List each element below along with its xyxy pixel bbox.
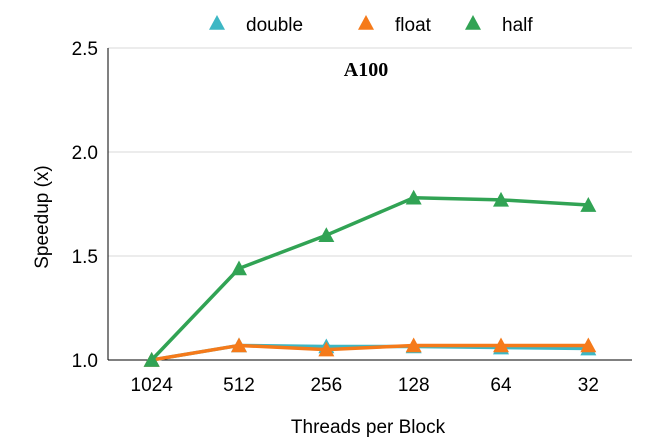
series-layer xyxy=(143,189,597,367)
y-axis-title: Speedup (x) xyxy=(32,165,53,269)
legend-item-float: float xyxy=(358,15,432,36)
axes xyxy=(107,48,632,361)
data-point-float xyxy=(493,337,509,353)
x-tick-label: 512 xyxy=(223,375,255,396)
data-point-half xyxy=(143,352,160,367)
data-point-float xyxy=(231,337,247,353)
series-float xyxy=(143,337,597,367)
data-point-float xyxy=(405,337,422,353)
legend-item-half: half xyxy=(465,15,533,36)
x-tick-label: 32 xyxy=(578,375,599,396)
legend-marker-double xyxy=(209,15,225,30)
data-point-float xyxy=(318,341,335,357)
tick-labels: 1.0 1.5 2.0 2.5 1024 512 256 128 64 32 xyxy=(72,39,599,396)
y-tick-label: 2.0 xyxy=(72,143,98,164)
legend-marker-half xyxy=(465,15,481,30)
y-tick-label: 1.0 xyxy=(72,351,98,372)
chart-title: A100 xyxy=(344,59,388,81)
data-point-half xyxy=(493,191,509,207)
series-half xyxy=(143,189,597,367)
legend-marker-float xyxy=(358,15,374,30)
series-line-half xyxy=(150,196,589,362)
gridlines xyxy=(108,47,632,257)
data-point-half xyxy=(231,260,247,276)
data-point-half xyxy=(580,197,597,212)
x-axis-title: Threads per Block xyxy=(291,417,446,438)
legend-label-double: double xyxy=(246,15,303,36)
data-point-half xyxy=(405,189,422,205)
legend-label-half: half xyxy=(502,15,533,36)
legend-item-double: double xyxy=(209,15,303,36)
data-point-float xyxy=(580,337,597,353)
series-line-float xyxy=(151,343,589,362)
legend-label-float: float xyxy=(395,15,432,36)
data-point-half xyxy=(318,227,335,242)
y-tick-label: 1.5 xyxy=(72,247,98,268)
legend: double float half xyxy=(209,15,533,36)
x-tick-label: 128 xyxy=(398,375,430,396)
x-tick-label: 256 xyxy=(310,375,342,396)
y-tick-label: 2.5 xyxy=(72,39,98,60)
x-tick-label: 1024 xyxy=(131,375,174,396)
series-double xyxy=(143,337,597,367)
x-tick-label: 64 xyxy=(490,375,512,396)
